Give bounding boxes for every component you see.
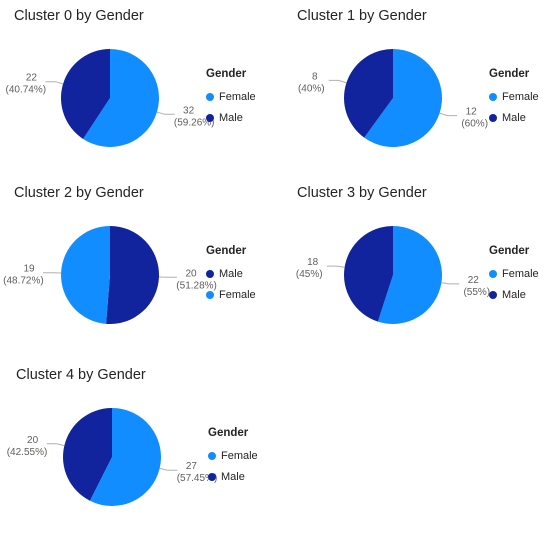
data-label-value: 22 [26,73,38,84]
data-label-percent: (51.28%) [176,280,217,291]
chart-title: Cluster 1 by Gender [297,8,427,24]
chart-title: Cluster 0 by Gender [14,8,144,24]
legend: Gender Female Male [208,427,258,487]
legend-label: Female [502,267,539,280]
legend-label: Male [502,288,526,301]
legend-marker-icon [489,269,497,278]
data-label-value: 18 [307,257,319,268]
legend: Gender Female Male [489,245,539,305]
chart-title: Cluster 3 by Gender [297,185,427,201]
chart-panel-cluster-3: Cluster 3 by Gender 22 (55%) 18 (45%) Gender F… [296,185,555,365]
legend-label: Female [219,288,256,301]
legend: Gender Female Male [489,68,539,128]
legend-label: Male [221,470,245,483]
pie-slice-male[interactable] [344,49,393,138]
data-label-percent: (60%) [461,119,488,130]
data-label-percent: (48.72%) [3,276,44,287]
data-label-percent: (57.45%) [177,473,218,484]
data-label-percent: (45%) [296,269,323,280]
chart-title: Cluster 2 by Gender [14,185,144,201]
pie-chart: 32(59.26%) 22(40.74%) [6,48,215,147]
legend-title: Gender [208,427,249,439]
data-label-leader-line [156,111,175,115]
pie-chart: 27(57.45%) 20(42.55%) [7,408,218,506]
legend-item-female[interactable]: Female [206,284,256,305]
legend-title: Gender [489,68,530,80]
pie-chart: 22(55%) 18(45%) [296,226,490,324]
data-label-percent: (59.26%) [174,117,215,128]
data-label-leader-line [439,112,458,117]
data-label-value: 12 [466,107,478,118]
pie-slice-male[interactable] [106,226,160,324]
legend-label: Female [502,90,539,103]
legend-item-female[interactable]: Female [489,263,539,284]
data-label-leader-line [441,282,460,285]
data-label-value: 20 [185,268,197,279]
legend-item-male[interactable]: Male [208,466,258,487]
pie-slice-male[interactable] [60,48,110,139]
data-label-value: 8 [312,71,318,82]
data-label-value: 32 [183,105,195,116]
legend: Gender Male Female [206,245,256,305]
legend-item-male[interactable]: Male [489,284,539,305]
legend: Gender Female Male [206,68,256,128]
legend-title: Gender [206,68,247,80]
data-label-value: 19 [23,264,35,275]
pie-slice-female[interactable] [364,49,443,147]
legend-item-male[interactable]: Male [489,107,539,128]
chart-panel-cluster-2: Cluster 2 by Gender 20 (51.28%) 19 (48.72%) G… [3,185,284,365]
data-label-percent: (40%) [298,83,325,94]
chart-title: Cluster 4 by Gender [16,367,146,383]
legend-item-male[interactable]: Male [206,263,256,284]
legend-label: Male [219,111,243,124]
legend-title: Gender [206,245,247,257]
legend-marker-icon [489,113,497,122]
data-label-percent: (55%) [463,287,490,298]
data-label-value: 20 [27,435,39,446]
legend-label: Male [219,267,243,280]
legend-label: Female [221,449,258,462]
legend-title: Gender [489,245,530,257]
legend-label: Female [219,90,256,103]
data-label-value: 22 [468,275,480,286]
legend-marker-icon [206,269,214,278]
legend-item-female[interactable]: Female [206,86,256,107]
pie-chart: 12(60%) 8(40%) [298,49,488,147]
data-label-percent: (40.74%) [6,85,47,96]
chart-panel-cluster-1: Cluster 1 by Gender 12 (60%) 8 (40%) Gender Fe… [297,8,555,188]
legend-marker-icon [206,113,214,122]
legend-item-male[interactable]: Male [206,107,256,128]
pie-slice-male[interactable] [63,408,112,501]
data-label-leader-line [328,79,347,84]
chart-panel-cluster-0: Cluster 0 by Gender 32 (59.26%) 22 (40.74%) G… [6,8,284,188]
legend-marker-icon [208,451,216,460]
data-label-leader-line [45,81,64,85]
data-label-percent: (42.55%) [7,447,48,458]
legend-item-female[interactable]: Female [489,86,539,107]
data-label-value: 27 [186,461,198,472]
data-label-leader-line [159,467,178,471]
pie-chart: 20(51.28%) 19(48.72%) [3,226,217,324]
legend-item-female[interactable]: Female [208,445,258,466]
legend-marker-icon [489,290,497,299]
data-label-leader-line [46,443,65,447]
legend-marker-icon [489,92,497,101]
chart-panel-cluster-4: Cluster 4 by Gender 27 (57.45%) 20 (42.55%) G… [7,367,286,547]
legend-marker-icon [206,92,214,101]
pie-slice-female[interactable] [377,226,443,324]
pie-slice-female[interactable] [61,226,110,324]
legend-label: Male [502,111,526,124]
legend-marker-icon [208,472,216,481]
pie-slice-female[interactable] [89,408,162,506]
pie-slice-female[interactable] [83,49,159,147]
pie-slice-male[interactable] [344,226,393,322]
data-label-leader-line [326,265,345,268]
legend-marker-icon [206,290,214,299]
